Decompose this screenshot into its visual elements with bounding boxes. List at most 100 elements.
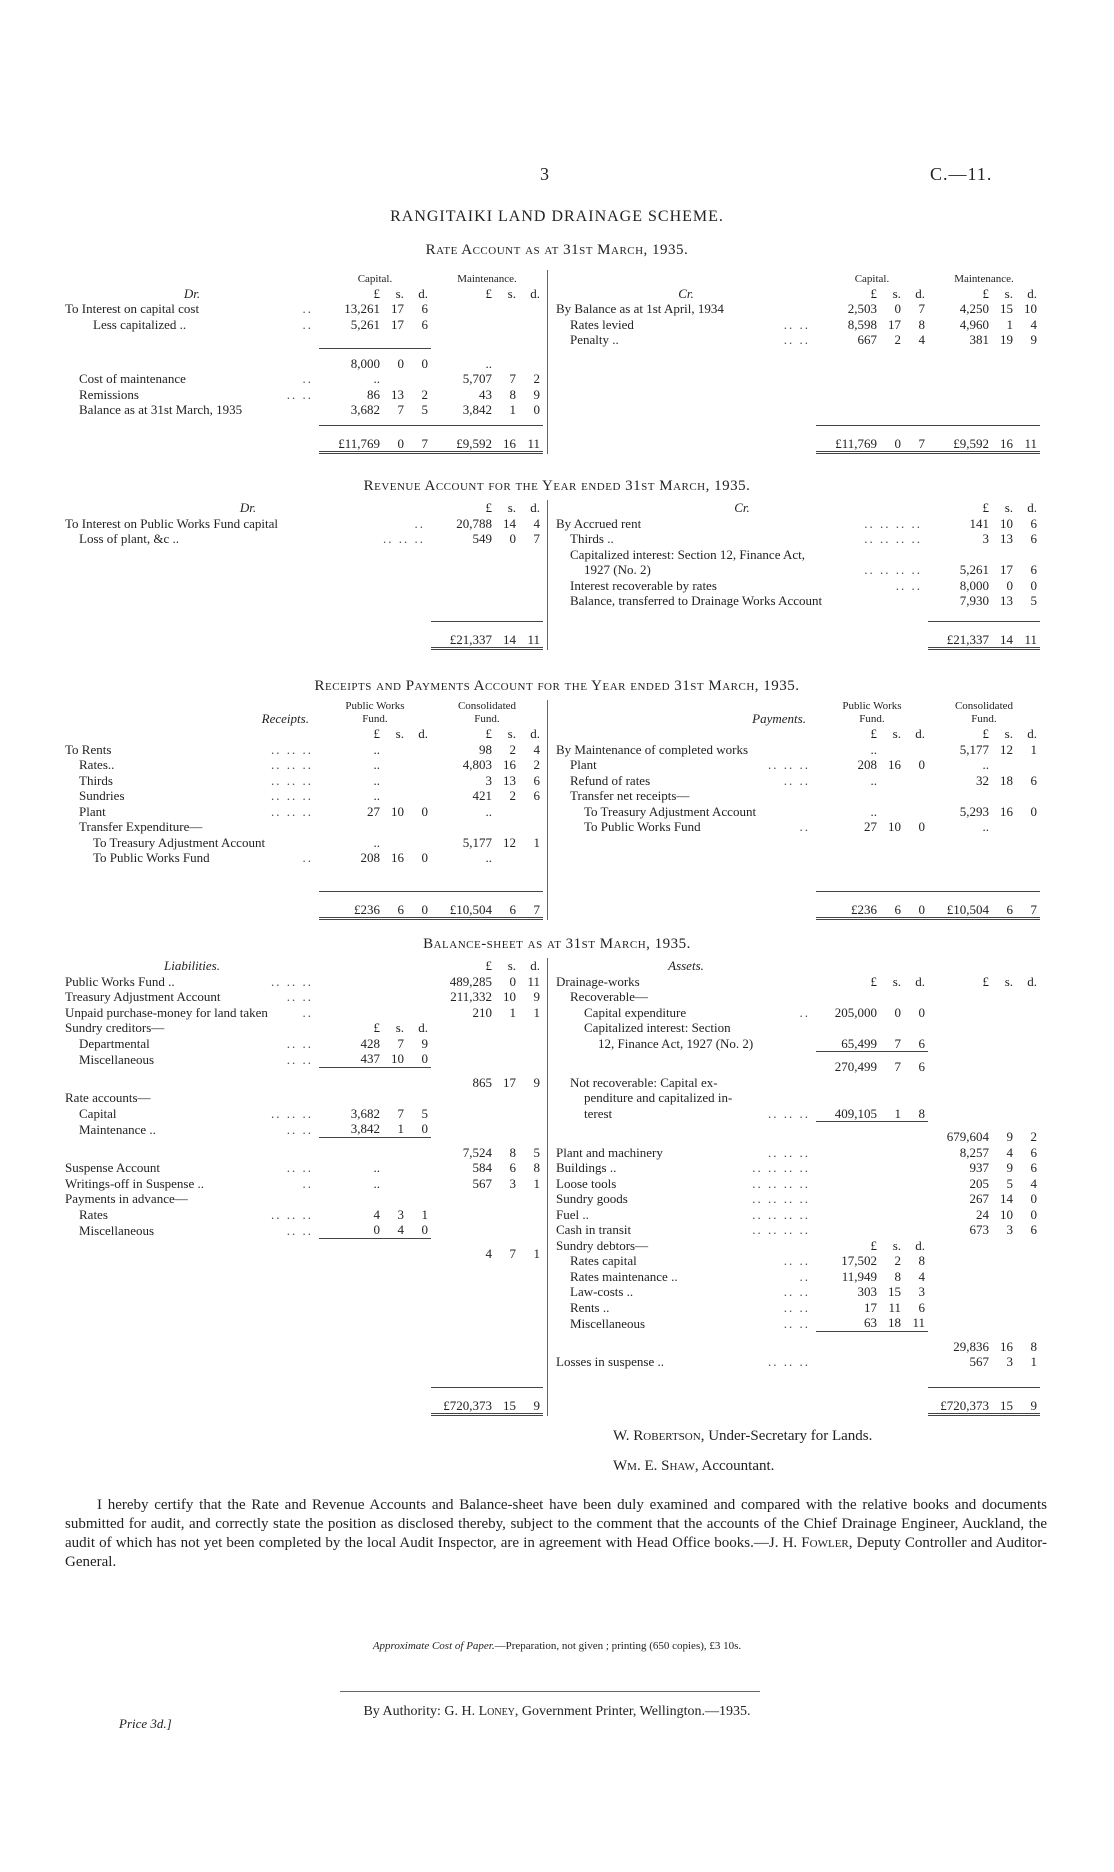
table-row: Miscellaneous .. .. 437 10 0: [65, 1051, 543, 1067]
row-label: Writings-off in Suspense ....: [65, 1176, 319, 1192]
amount-shillings: 19: [999, 332, 1013, 347]
amount-pounds: [816, 958, 880, 974]
amount-pounds: [816, 1075, 880, 1091]
amount-pounds: ..: [373, 772, 380, 788]
spacer-cell: [65, 433, 319, 453]
amount-pence: [519, 850, 543, 866]
amount-pounds: [431, 1207, 495, 1223]
amount-shillings: [992, 1075, 1016, 1091]
rule-line: [928, 425, 992, 433]
rule-line: [992, 1387, 1016, 1395]
label-text: Suspense Account: [65, 1160, 160, 1175]
label-wrap: Treasury Adjustment Account .. ..: [65, 989, 319, 1005]
amount-pounds: 3,842: [350, 1121, 380, 1136]
table-row: Payments in advance—: [65, 1191, 543, 1207]
spacer-cell: [65, 1395, 319, 1415]
leader-dots: ..: [302, 316, 313, 332]
table-row: Transfer Expenditure—: [65, 819, 543, 835]
amount-pence: [1016, 1020, 1040, 1036]
amount-pence: 6: [421, 301, 428, 316]
amount-pounds: [431, 301, 495, 317]
table-row: Fuel .. .. .. .. .. 24 10 0: [556, 1207, 1040, 1223]
spacer: [556, 835, 1040, 892]
rule-row: [65, 1387, 543, 1395]
rule-line: [495, 348, 519, 356]
table-row: Miscellaneous .. .. 63 18 11: [556, 1315, 1040, 1331]
rule-line: [992, 1331, 1016, 1339]
amount-shillings: [383, 1090, 407, 1106]
amount-shillings: [992, 1020, 1016, 1036]
table-row: penditure and capitalized in-: [556, 1090, 1040, 1106]
amount-pounds: [816, 1020, 880, 1036]
table-row: Capital .. .. .. 3,682 7 5: [65, 1106, 543, 1122]
amount-pounds: [319, 958, 383, 974]
amount-pence: d.: [1027, 973, 1037, 989]
rule-line: [407, 425, 431, 433]
row-label: Maintenance .. .. ..: [65, 1121, 319, 1137]
label-text: Rates levied: [570, 316, 634, 332]
rule-line: [319, 1136, 383, 1145]
table-row: Treasury Adjustment Account .. .. 211,332 1…: [65, 989, 543, 1005]
amount-pounds: 381: [969, 332, 989, 347]
leader-dots: .. ..: [286, 1222, 313, 1238]
table-row: Refund of rates .. .... 32 18 6: [556, 773, 1040, 789]
amount-pounds: £: [373, 726, 380, 741]
amount-shillings: s.: [507, 285, 516, 301]
amount-pence: d.: [1027, 726, 1037, 741]
amount-shillings: [880, 773, 904, 789]
amount-shillings: [495, 1090, 519, 1106]
amount-pounds: [816, 1222, 880, 1238]
leader-dots: ..: [302, 850, 313, 865]
amount-pounds: [928, 1075, 992, 1091]
amount-pounds: [816, 989, 880, 1005]
row-label: Plant .. .. ..: [65, 804, 319, 820]
amount-shillings: [880, 1191, 904, 1207]
label-wrap: Thirds .. .. ..: [65, 773, 319, 789]
authority-suffix: , Government Printer, Wellington.—1935.: [514, 1704, 751, 1719]
amount-pounds: 549: [472, 531, 493, 546]
signatory-role: , Accountant.: [694, 1458, 775, 1474]
amount-shillings: 16: [495, 433, 519, 454]
amount-pence: 0: [1030, 803, 1038, 819]
label-wrap: Sundries .. .. ..: [65, 788, 319, 804]
rate-account: Capital. Maintenance. Dr. £ s. d. £ s. d. To Inte…: [65, 270, 1040, 454]
assets-side: Assets. Drainage-works £ s. d. £ s. d. Recoverab…: [548, 958, 1040, 1416]
amount-shillings: [495, 1191, 519, 1207]
amount-shillings: [992, 1059, 1016, 1075]
rule-line: [495, 621, 519, 629]
column-header-row: Payments. Public Works Fund. Consolidated …: [556, 700, 1040, 726]
label-wrap: Rents .. .. ..: [556, 1300, 816, 1316]
label-wrap: Not recoverable: Capital ex-: [556, 1075, 816, 1091]
spacer-cell: [556, 1388, 816, 1396]
table-row: Penalty .. .. .. 667 2 4 381 19 9: [556, 332, 1040, 348]
amount-shillings: 0: [509, 973, 517, 989]
rule-line: [407, 1066, 431, 1075]
amount-pence: [904, 1129, 928, 1145]
spacer-cell: [65, 426, 319, 434]
rule-line: [904, 1330, 928, 1339]
amount-pence: 0: [421, 1222, 429, 1237]
column-header-row: Receipts. Public Works Fund. Consolidated …: [65, 700, 543, 726]
amount-pence: [1016, 1253, 1040, 1269]
amount-pence: [1016, 1075, 1040, 1091]
amount-pence: [407, 819, 431, 835]
leader-dots: .. ..: [783, 332, 810, 347]
rule-line: [880, 1330, 904, 1339]
rule-line: [928, 1331, 992, 1339]
amount-pence: [519, 804, 543, 820]
rule-line: [519, 1137, 543, 1145]
amount-pence: 0: [1030, 1191, 1038, 1206]
amount-pence: 6: [533, 772, 541, 788]
row-label: 12, Finance Act, 1927 (No. 2): [556, 1036, 816, 1052]
amount-pence: [1016, 1005, 1040, 1021]
amount-shillings: 16: [390, 850, 404, 865]
amount-pence: 2: [421, 386, 428, 402]
table-row: Not recoverable: Capital ex-: [556, 1075, 1040, 1091]
amount-pence: 9: [533, 386, 541, 402]
rule-line: [383, 1066, 407, 1075]
amount-pounds: 489,285: [449, 973, 492, 989]
amount-pounds: £10,504: [928, 899, 992, 920]
label-text: Capital expenditure: [584, 1004, 687, 1020]
table-row: £ s. d. £ s. d.: [556, 726, 1040, 742]
rule-line: [318, 347, 383, 356]
